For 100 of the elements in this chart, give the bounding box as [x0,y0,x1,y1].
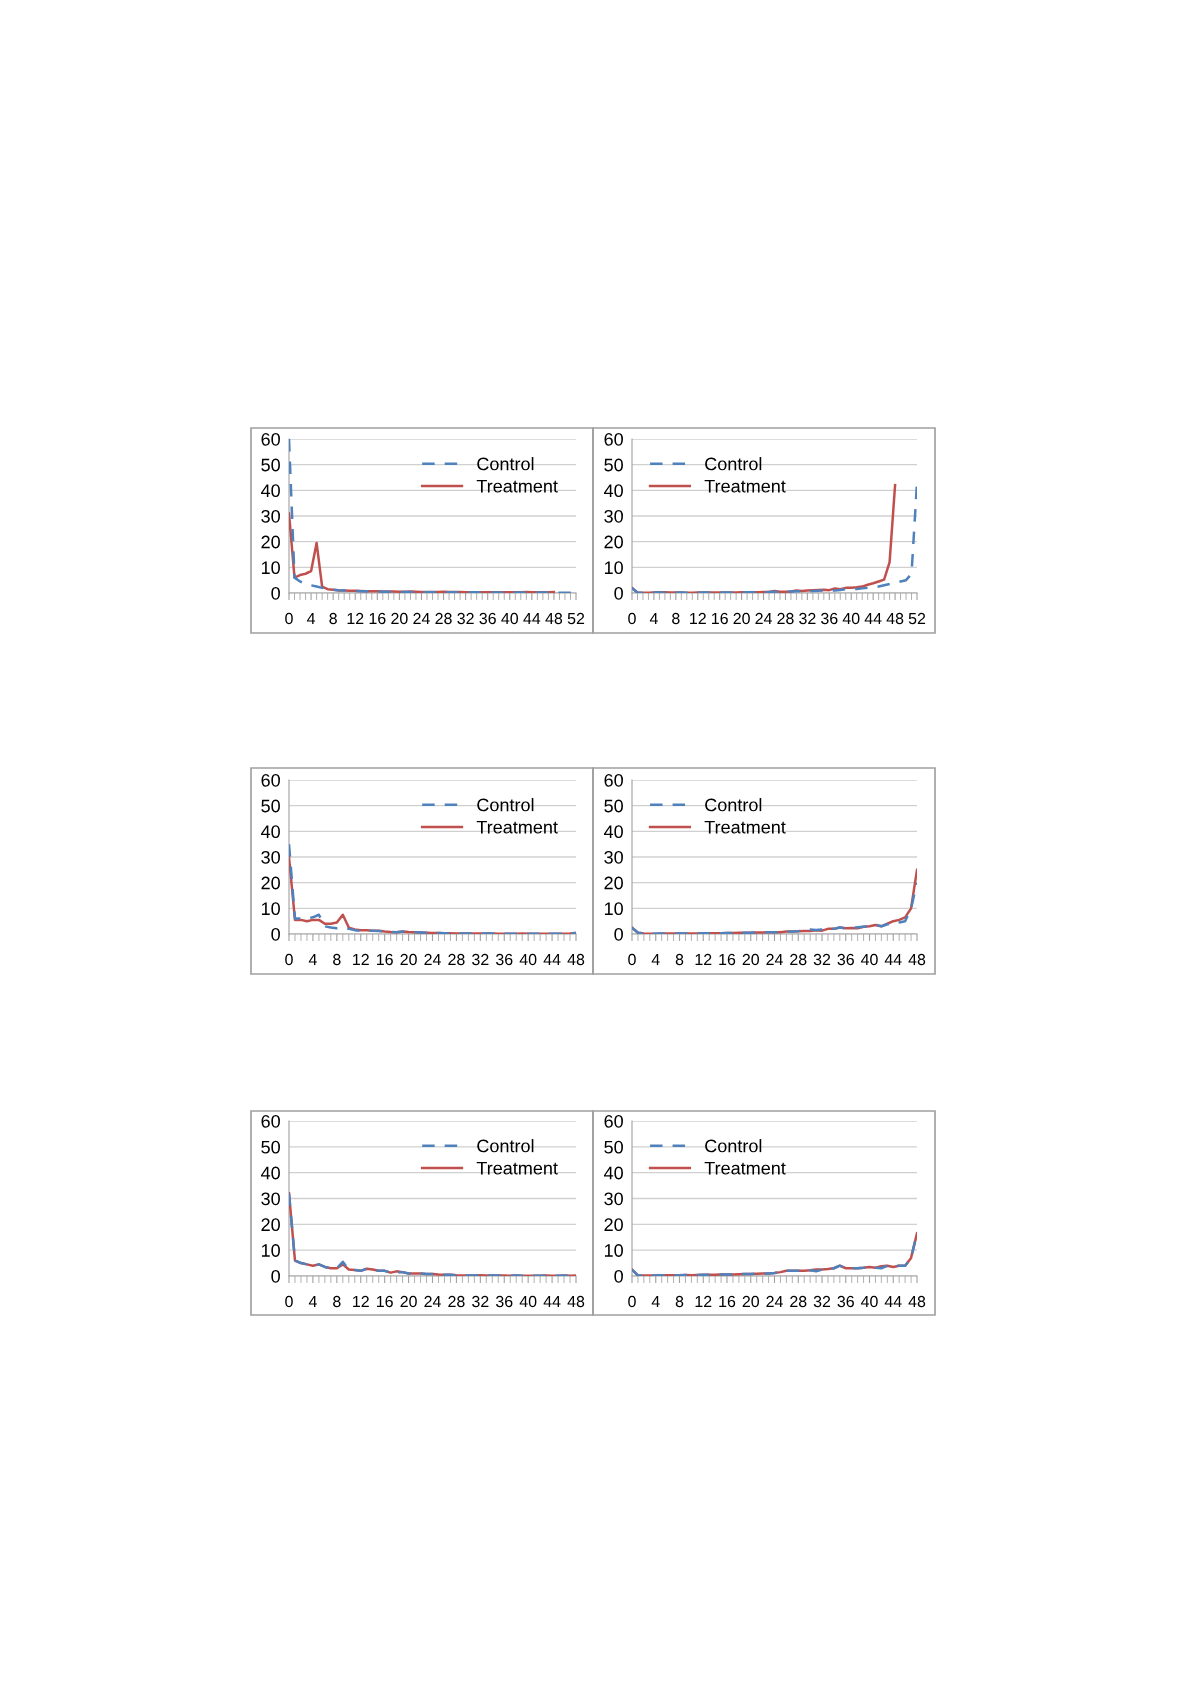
x-tick-label: 12 [695,1295,712,1308]
x-tick-label: 32 [813,1295,831,1308]
x-tick-label: 16 [369,612,386,625]
x-tick-label: 16 [719,953,736,966]
legend-label: Control [477,1139,534,1153]
y-tick-label: 0 [614,1269,623,1283]
x-tick-label: 0 [628,953,636,966]
y-tick-label: 50 [261,799,280,813]
x-tick-label: 40 [519,953,537,966]
x-tick-label: 24 [766,1295,783,1308]
y-tick-label: 30 [604,509,623,523]
x-tick-label: 20 [391,612,408,625]
x-tick-label: 44 [523,613,541,625]
legend-label: Treatment [704,1161,786,1175]
y-tick-label: 50 [604,1140,623,1154]
y-tick-label: 50 [604,799,623,813]
x-tick-label: 28 [777,612,794,625]
y-tick-label: 50 [261,458,280,472]
x-tick-label: 40 [501,612,519,625]
y-tick-label: 10 [261,902,280,916]
legend-label: Control [705,1139,762,1153]
y-tick-label: 20 [604,1218,623,1232]
x-tick-label: 8 [672,612,680,625]
y-tick-label: 20 [261,535,280,549]
x-tick-label: 4 [651,954,660,966]
x-tick-label: 52 [908,612,926,625]
y-tick-label: 10 [604,561,623,575]
y-tick-label: 20 [261,876,280,890]
x-tick-label: 0 [285,612,293,625]
y-tick-label: 30 [604,1192,623,1206]
legend-label: Control [705,457,762,471]
x-tick-label: 28 [435,612,452,625]
x-tick-label: 24 [413,612,430,625]
x-tick-label: 36 [495,953,513,966]
y-tick-label: 60 [604,432,623,446]
x-tick-label: 12 [690,612,706,625]
x-tick-label: 36 [837,1295,854,1308]
x-tick-label: 4 [308,954,317,966]
x-tick-label: 36 [821,612,838,625]
x-tick-label: 32 [472,1295,489,1308]
y-tick-label: 0 [271,927,280,941]
x-tick-label: 32 [813,953,831,966]
x-tick-label: 16 [712,612,728,625]
x-tick-label: 12 [353,953,369,966]
legend-label: Treatment [476,479,558,493]
x-tick-label: 44 [543,1296,561,1308]
x-tick-label: 20 [733,612,750,625]
x-tick-label: 12 [695,953,712,966]
x-tick-label: 0 [285,1295,293,1308]
y-tick-label: 30 [261,1192,280,1206]
y-tick-label: 30 [261,509,280,523]
y-tick-label: 40 [261,1166,280,1180]
x-tick-label: 48 [545,612,563,625]
x-tick-label: 40 [842,612,860,625]
x-tick-label: 28 [790,1295,807,1308]
x-tick-label: 40 [860,1295,878,1308]
x-tick-label: 28 [790,953,807,966]
x-tick-label: 40 [519,1295,537,1308]
x-tick-label: 16 [377,953,393,966]
y-tick-label: 50 [261,1140,280,1154]
y-tick-label: 0 [614,927,623,941]
x-tick-label: 12 [353,1295,369,1308]
x-tick-label: 28 [448,1295,465,1308]
x-tick-label: 48 [567,1295,585,1308]
x-tick-label: 4 [308,1296,317,1308]
x-tick-label: 8 [675,953,684,966]
x-tick-label: 8 [333,1295,341,1308]
y-tick-label: 10 [261,1244,280,1257]
y-tick-label: 50 [604,458,623,472]
y-tick-label: 40 [261,484,280,498]
x-tick-label: 48 [567,953,585,966]
x-tick-label: 24 [424,1295,441,1308]
x-tick-label: 48 [908,953,926,966]
x-tick-label: 28 [448,953,465,966]
x-tick-label: 32 [472,953,489,966]
x-tick-label: 16 [377,1295,393,1308]
y-tick-label: 10 [604,1244,623,1257]
y-tick-label: 40 [604,825,623,839]
x-tick-label: 4 [651,1296,660,1308]
x-tick-label: 24 [766,953,783,966]
y-tick-label: 10 [604,902,623,916]
x-tick-label: 0 [285,953,293,966]
legend-label: Treatment [476,1161,558,1175]
y-tick-label: 30 [261,850,280,864]
x-tick-label: 44 [884,1296,902,1308]
x-tick-label: 32 [457,612,474,625]
x-tick-label: 44 [884,954,902,966]
y-tick-label: 20 [604,876,623,890]
legend-label: Control [477,457,534,471]
x-tick-label: 24 [755,612,772,625]
x-tick-label: 12 [347,612,364,625]
x-tick-label: 20 [742,953,760,966]
x-tick-label: 24 [424,953,441,966]
x-tick-label: 36 [495,1295,513,1308]
legend-label: Control [477,798,534,812]
y-tick-label: 60 [261,773,280,787]
x-tick-label: 0 [628,1295,636,1308]
x-tick-label: 8 [333,953,341,966]
x-tick-label: 8 [675,1295,684,1308]
y-tick-label: 0 [271,586,280,600]
